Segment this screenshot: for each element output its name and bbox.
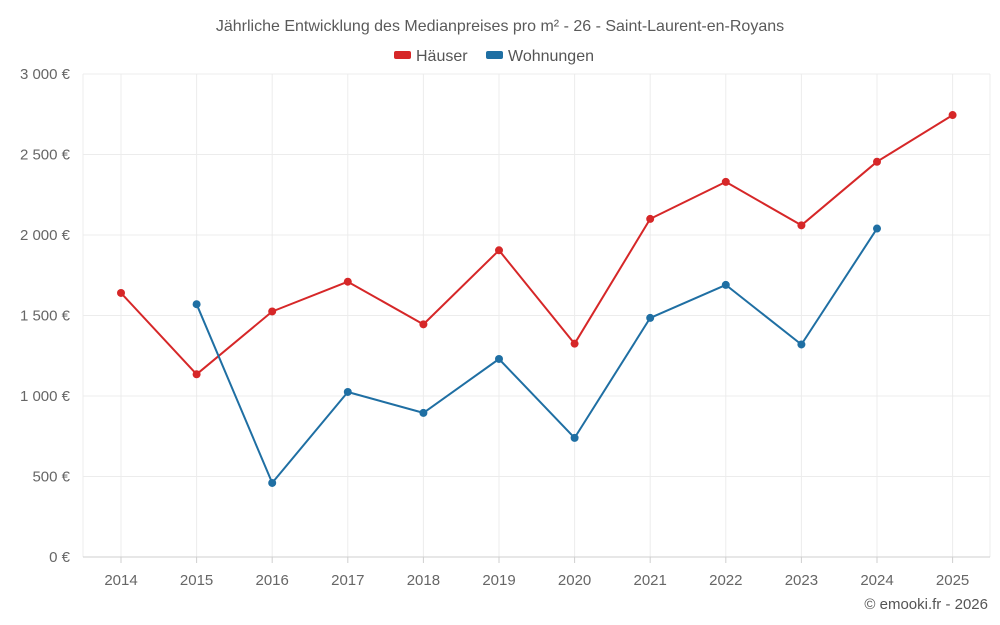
data-point-wohnungen-2016 bbox=[268, 478, 277, 487]
data-point-haeuser-2021 bbox=[646, 214, 655, 223]
series-line-haeuser bbox=[120, 114, 954, 376]
data-point-haeuser-2014 bbox=[117, 288, 125, 297]
data-point-wohnungen-2022 bbox=[721, 280, 730, 289]
data-point-wohnungen-2019 bbox=[495, 354, 503, 363]
data-point-haeuser-2016 bbox=[268, 307, 277, 316]
data-point-wohnungen-2021 bbox=[646, 313, 655, 322]
y-tick-label: 1 500 € bbox=[20, 308, 71, 325]
x-tick-label: 2014 bbox=[104, 572, 137, 589]
y-tick-label: 0 € bbox=[49, 549, 71, 566]
y-tick-label: 2 500 € bbox=[20, 147, 71, 164]
data-point-wohnungen-2024 bbox=[873, 224, 881, 233]
legend-label-haeuser: Häuser bbox=[416, 48, 468, 65]
x-tick-label: 2015 bbox=[180, 572, 213, 589]
legend-swatch-wohnungen bbox=[486, 51, 503, 59]
x-tick-label: 2022 bbox=[709, 572, 742, 589]
y-tick-label: 500 € bbox=[32, 469, 70, 486]
data-point-haeuser-2018 bbox=[419, 320, 428, 329]
legend-swatch-haeuser bbox=[394, 51, 411, 59]
x-tick-label: 2016 bbox=[256, 572, 289, 589]
x-tick-label: 2025 bbox=[936, 572, 969, 589]
data-point-haeuser-2015 bbox=[192, 370, 201, 379]
series-line-wohnungen bbox=[195, 228, 878, 484]
data-point-wohnungen-2015 bbox=[192, 300, 201, 309]
axes: 0 € 500 € 1 000 € 1 500 € 2 000 € 2 500 € 3 00… bbox=[20, 66, 990, 589]
data-point-haeuser-2025 bbox=[948, 111, 957, 120]
series bbox=[117, 111, 957, 487]
grid bbox=[82, 73, 991, 557]
y-tick-label: 1 000 € bbox=[20, 388, 71, 405]
data-point-haeuser-2019 bbox=[495, 246, 503, 255]
x-tick-label: 2023 bbox=[785, 572, 818, 589]
chart-title: Jährliche Entwicklung des Medianpreises … bbox=[216, 18, 784, 35]
data-point-haeuser-2023 bbox=[797, 221, 806, 230]
x-tick-label: 2017 bbox=[331, 572, 364, 589]
y-tick-label: 3 000 € bbox=[20, 66, 71, 83]
y-tick-label: 2 000 € bbox=[20, 227, 71, 244]
data-point-wohnungen-2017 bbox=[343, 387, 352, 396]
legend-item-wohnungen[interactable]: Wohnungen bbox=[486, 48, 594, 65]
data-point-haeuser-2022 bbox=[721, 177, 730, 186]
data-point-wohnungen-2018 bbox=[419, 408, 428, 417]
legend-label-wohnungen: Wohnungen bbox=[508, 48, 594, 65]
data-point-haeuser-2020 bbox=[570, 339, 579, 348]
data-point-haeuser-2024 bbox=[873, 157, 881, 166]
data-point-wohnungen-2020 bbox=[570, 433, 579, 442]
x-tick-label: 2024 bbox=[860, 572, 893, 589]
credit-text: © emooki.fr - 2026 bbox=[864, 596, 988, 613]
data-point-wohnungen-2023 bbox=[797, 340, 806, 349]
x-tick-label: 2020 bbox=[558, 572, 591, 589]
x-tick-label: 2021 bbox=[634, 572, 667, 589]
legend: Häuser Wohnungen bbox=[394, 48, 594, 65]
x-tick-label: 2019 bbox=[482, 572, 515, 589]
legend-item-haeuser[interactable]: Häuser bbox=[394, 48, 468, 65]
data-point-haeuser-2017 bbox=[343, 277, 352, 286]
x-tick-label: 2018 bbox=[407, 572, 440, 589]
